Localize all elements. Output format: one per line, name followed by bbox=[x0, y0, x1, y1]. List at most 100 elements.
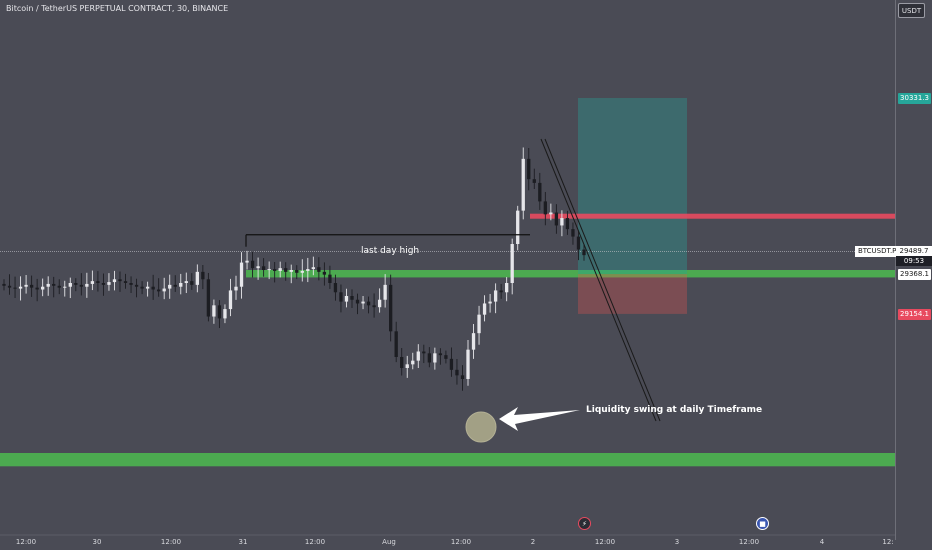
candle-body bbox=[85, 283, 89, 287]
x-tick-label: 12:00 bbox=[16, 538, 36, 546]
candle bbox=[493, 283, 498, 314]
daily-support-zone bbox=[0, 453, 895, 467]
candle bbox=[306, 257, 310, 283]
candle-body bbox=[184, 281, 188, 283]
candle-body bbox=[576, 236, 581, 250]
take-profit-zone bbox=[578, 98, 687, 275]
x-tick-label: 12:00 bbox=[595, 538, 615, 546]
candle bbox=[261, 258, 266, 277]
candle bbox=[300, 259, 304, 282]
candle bbox=[505, 277, 509, 302]
candle bbox=[239, 252, 244, 299]
x-tick-label: Aug bbox=[382, 538, 396, 546]
price-axis[interactable]: 30331.3 29368.1 29154.1 bbox=[895, 0, 932, 540]
candle-body bbox=[449, 358, 454, 370]
candle bbox=[63, 280, 67, 297]
candle-body bbox=[57, 285, 61, 288]
candle bbox=[527, 148, 531, 191]
candle bbox=[460, 365, 465, 391]
candle-body bbox=[74, 283, 78, 285]
candle bbox=[228, 278, 233, 317]
candle-body bbox=[250, 260, 255, 269]
candle bbox=[499, 283, 503, 299]
candle-body bbox=[212, 305, 216, 317]
candle-body bbox=[350, 296, 354, 300]
candle bbox=[582, 244, 586, 261]
candle-body bbox=[549, 212, 553, 215]
x-tick-label: 3 bbox=[675, 538, 679, 546]
candle bbox=[145, 281, 150, 297]
candle-body bbox=[394, 331, 398, 357]
candle bbox=[571, 222, 575, 245]
candle-body bbox=[261, 266, 266, 270]
candle-body bbox=[361, 301, 365, 304]
candle bbox=[168, 274, 172, 299]
bar-countdown: 09:53 bbox=[896, 256, 932, 266]
candle-body bbox=[157, 289, 161, 292]
candle bbox=[560, 210, 564, 237]
x-tick-label: 12:00 bbox=[739, 538, 759, 546]
liquidity-marker bbox=[465, 411, 497, 443]
candle bbox=[543, 191, 547, 226]
candle-body bbox=[328, 274, 332, 283]
price-tag: 29154.1 bbox=[898, 308, 931, 320]
candle-body bbox=[112, 279, 117, 283]
candle-body bbox=[284, 268, 288, 272]
candle-body bbox=[383, 284, 387, 300]
projection-line-2 bbox=[544, 138, 661, 422]
candle bbox=[151, 274, 155, 300]
candle-body bbox=[322, 271, 327, 275]
candle bbox=[90, 270, 95, 291]
candle-body bbox=[13, 287, 17, 289]
candle-body bbox=[339, 292, 343, 302]
candle bbox=[24, 275, 28, 294]
candle bbox=[201, 264, 205, 290]
crypto-event-icon[interactable]: ⚡ bbox=[578, 517, 591, 530]
candle-body bbox=[389, 284, 393, 332]
candle bbox=[427, 347, 431, 368]
candle-body bbox=[90, 281, 95, 284]
candle-body bbox=[129, 283, 133, 285]
candle bbox=[289, 264, 293, 284]
candle bbox=[383, 274, 387, 308]
candle-body bbox=[273, 269, 277, 271]
candle-body bbox=[18, 286, 23, 289]
us-flag-icon[interactable]: ■ bbox=[756, 517, 769, 530]
candle-body bbox=[24, 284, 28, 287]
projection-line bbox=[540, 138, 657, 422]
liquidity-arrow bbox=[499, 407, 580, 431]
candle bbox=[565, 210, 570, 235]
price-tag: 29368.1 bbox=[898, 269, 931, 281]
candle bbox=[85, 272, 89, 298]
candle bbox=[46, 276, 50, 296]
candle-body bbox=[405, 364, 409, 368]
candle-body bbox=[543, 201, 547, 215]
currency-button[interactable]: USDT bbox=[898, 3, 925, 18]
candle-body bbox=[63, 286, 67, 288]
candle-body bbox=[52, 283, 56, 286]
candle bbox=[532, 168, 536, 190]
candle-body bbox=[333, 283, 338, 293]
candle-body bbox=[41, 286, 45, 290]
candle bbox=[400, 348, 404, 376]
candle-body bbox=[411, 360, 415, 365]
candle bbox=[339, 284, 343, 313]
candle-body bbox=[438, 353, 443, 356]
candle bbox=[295, 265, 299, 280]
candle-body bbox=[433, 353, 437, 363]
candle-body bbox=[295, 270, 299, 273]
candle bbox=[256, 257, 260, 280]
x-tick-label: 2 bbox=[531, 538, 535, 546]
candle-body bbox=[7, 285, 12, 288]
x-tick-label: 31 bbox=[239, 538, 248, 546]
candle bbox=[466, 339, 470, 386]
candle-body bbox=[400, 357, 404, 368]
candle bbox=[333, 274, 338, 301]
candle bbox=[7, 274, 12, 295]
x-tick-label: 12: bbox=[882, 538, 893, 546]
candle bbox=[366, 296, 371, 314]
candle bbox=[2, 279, 6, 291]
candle-body bbox=[168, 284, 172, 289]
candle bbox=[311, 256, 315, 276]
